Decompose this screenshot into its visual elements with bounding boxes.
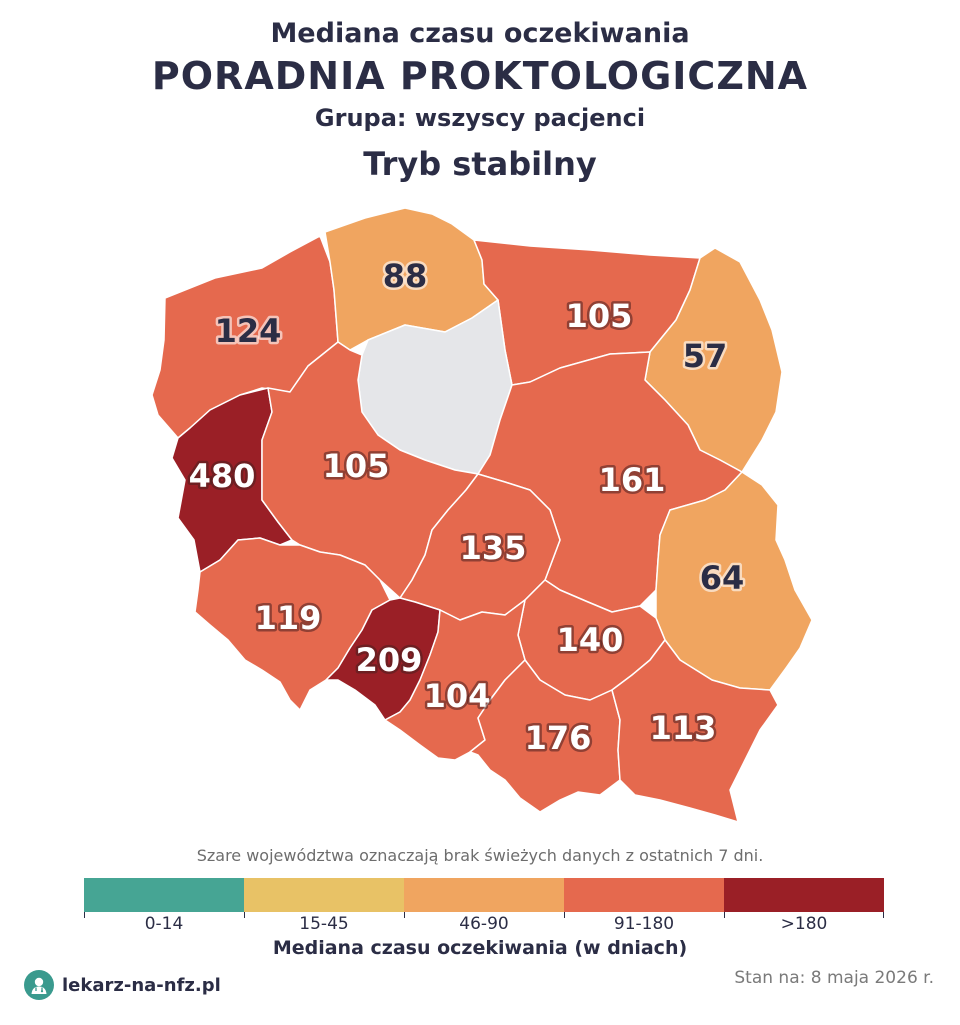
value-label-lubelskie: 64 [700, 559, 745, 597]
legend-tick [84, 912, 85, 918]
legend-tick [564, 912, 565, 918]
value-label-pomorskie: 88 [383, 257, 428, 295]
legend-tick [244, 912, 245, 918]
legend-swatch-91-180 [564, 878, 724, 912]
region-malopolskie[interactable] [469, 659, 621, 813]
chart-title-clinic: PORADNIA PROKTOLOGICZNA [151, 54, 809, 98]
value-label-mazowieckie: 161 [599, 461, 666, 499]
data-date: Stan na: 8 maja 2026 r. [734, 968, 934, 988]
value-label-warminsko-mazurskie: 105 [566, 297, 633, 335]
legend-swatch-46-90 [404, 878, 564, 912]
color-legend [84, 878, 884, 912]
legend-swatch-over-180 [724, 878, 884, 912]
poland-map: 124 88 105 57 480 105 161 135 64 119 209… [151, 207, 813, 823]
legend-swatch-0-14 [84, 878, 244, 912]
chart-title-group: Grupa: wszyscy pacjenci [314, 104, 646, 132]
legend-tick [404, 912, 405, 918]
chart-title-line1: Mediana czasu oczekiwania [270, 18, 690, 49]
value-label-zachodniopomorskie: 124 [215, 312, 282, 350]
value-label-slaskie: 104 [424, 677, 491, 715]
no-data-note: Szare województwa oznaczają brak świeżyc… [196, 846, 764, 865]
value-label-opolskie: 209 [356, 641, 423, 679]
value-label-podlaskie: 57 [683, 337, 728, 375]
legend-tick [883, 912, 884, 918]
value-label-wielkopolskie: 105 [323, 447, 390, 485]
chart-title-mode: Tryb stabilny [363, 145, 597, 183]
brand-name: lekarz-na-nfz.pl [62, 974, 221, 996]
legend-title: Mediana czasu oczekiwania (w dniach) [272, 937, 688, 959]
brand[interactable]: lekarz-na-nfz.pl [24, 970, 221, 1000]
legend-label-0-14: 0-14 [144, 914, 184, 934]
legend-swatch-15-45 [244, 878, 404, 912]
value-label-lodzkie: 135 [460, 529, 527, 567]
value-label-podkarpackie: 113 [650, 709, 717, 747]
value-label-swietokrzyskie: 140 [557, 621, 624, 659]
region-podkarpackie[interactable] [611, 639, 779, 823]
legend-label-91-180: 91-180 [613, 914, 675, 934]
value-label-malopolskie: 176 [525, 719, 592, 757]
legend-label-46-90: 46-90 [459, 914, 509, 934]
legend-label-over-180: >180 [780, 914, 828, 934]
value-label-dolnoslaskie: 119 [255, 599, 322, 637]
legend-label-15-45: 15-45 [299, 914, 349, 934]
value-label-lubuskie: 480 [189, 457, 256, 495]
doctor-icon [24, 970, 54, 1000]
legend-tick [724, 912, 725, 918]
